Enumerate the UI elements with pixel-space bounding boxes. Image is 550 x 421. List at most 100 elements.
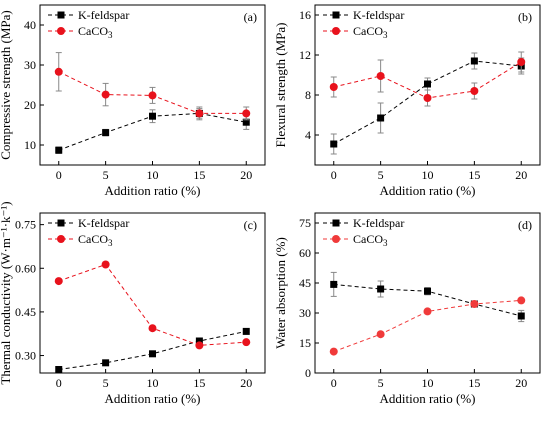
x-tick-label: 15 <box>193 376 205 390</box>
x-tick-label: 10 <box>147 376 159 390</box>
legend-label: K-feldspar <box>78 216 129 230</box>
data-point-square <box>470 57 478 65</box>
data-point-square <box>517 312 525 320</box>
x-axis-label: Addition ratio (%) <box>104 391 200 406</box>
x-axis-label: Addition ratio (%) <box>379 183 475 198</box>
legend-label-main: K-feldspar <box>78 8 129 22</box>
y-axis-label: Thermal conductivity (W·m⁻¹·k⁻¹) <box>0 201 13 384</box>
data-point-circle <box>329 83 338 91</box>
x-tick-label: 0 <box>56 376 62 390</box>
data-point-square <box>330 280 338 288</box>
panel-a: 0 5 10 15 20 10 20 30 40 Addition ratio (%) Compre… <box>0 4 266 198</box>
legend-marker-square <box>57 11 65 19</box>
data-point-circle <box>470 300 479 308</box>
data-point-circle <box>195 109 204 118</box>
panel-tag: (a) <box>244 10 257 24</box>
y-tick-label: 40 <box>24 18 36 32</box>
legend-marker-circle <box>57 27 65 35</box>
series-caco3 <box>54 260 251 350</box>
legend-label-subscript: 3 <box>108 30 113 40</box>
x-tick-label: 5 <box>378 168 384 182</box>
panel-tag: (d) <box>518 218 532 232</box>
x-tick-label: 5 <box>103 376 109 390</box>
y-tick-label: 12 <box>299 48 311 62</box>
x-axis-label: Addition ratio (%) <box>104 183 200 198</box>
x-tick-label: 10 <box>422 376 434 390</box>
y-tick-label: 16 <box>299 8 311 22</box>
y-tick-label: 0.45 <box>15 305 36 319</box>
x-axis-label: Addition ratio (%) <box>379 391 475 406</box>
legend-label-main: CaCO <box>78 24 108 38</box>
legend-label: CaCO3 <box>353 232 388 248</box>
data-point-circle <box>148 324 157 333</box>
data-point-circle <box>376 72 385 80</box>
data-point-square <box>377 114 385 122</box>
x-tick-label: 10 <box>422 168 434 182</box>
y-tick-label: 20 <box>24 98 36 112</box>
data-point-square <box>195 337 203 345</box>
legend-label: K-feldspar <box>78 8 129 22</box>
data-point-circle <box>54 277 63 286</box>
legend-label-subscript: 3 <box>383 238 388 248</box>
data-point-square <box>330 140 338 148</box>
legend-label-main: CaCO <box>353 24 383 38</box>
x-tick-label: 5 <box>103 168 109 182</box>
data-point-circle <box>101 260 110 269</box>
y-tick-label: 8 <box>305 88 311 102</box>
series-caco3 <box>54 52 251 121</box>
data-point-square <box>149 350 156 358</box>
x-tick-label: 0 <box>331 168 337 182</box>
panel-c: 0 5 10 15 20 0.30 0.45 0.60 0.75 Addition ratio (… <box>0 201 266 406</box>
legend-label-main: K-feldspar <box>353 8 404 22</box>
data-point-circle <box>101 90 110 99</box>
y-tick-label: 15 <box>299 336 311 350</box>
x-tick-label: 20 <box>515 168 527 182</box>
x-tick-label: 15 <box>193 168 205 182</box>
y-tick-label: 10 <box>24 138 36 152</box>
legend-label: K-feldspar <box>353 216 404 230</box>
y-tick-label: 4 <box>305 128 311 142</box>
data-point-circle <box>470 87 479 95</box>
legend-label: CaCO3 <box>353 24 388 40</box>
legend-entry: CaCO3 <box>323 232 388 248</box>
data-point-square <box>102 129 110 137</box>
legend-marker-circle <box>332 27 340 35</box>
data-point-square <box>102 359 110 367</box>
x-tick-label: 10 <box>147 168 159 182</box>
y-tick-label: 60 <box>299 246 311 260</box>
x-tick-label: 0 <box>331 376 337 390</box>
data-point-square <box>55 366 63 374</box>
legend-label-subscript: 3 <box>383 30 388 40</box>
x-tick-label: 15 <box>468 376 480 390</box>
y-tick-label: 0.60 <box>15 261 36 275</box>
x-tick-label: 20 <box>240 168 252 182</box>
x-tick-label: 20 <box>515 376 527 390</box>
legend-label-main: K-feldspar <box>353 216 404 230</box>
series-k-feldspar <box>55 327 250 374</box>
series-line <box>333 60 522 145</box>
y-tick-label: 45 <box>299 276 311 290</box>
x-tick-label: 5 <box>378 376 384 390</box>
data-point-circle <box>148 91 157 100</box>
data-point-circle <box>517 296 526 305</box>
legend-entry: K-feldspar <box>48 216 129 230</box>
y-tick-label: 0.30 <box>15 349 36 363</box>
legend-marker-square <box>57 219 65 227</box>
legend-marker-square <box>332 219 340 227</box>
data-point-circle <box>423 94 432 102</box>
data-point-square <box>242 118 250 126</box>
legend-label: CaCO3 <box>78 232 113 248</box>
panel-tag: (c) <box>244 218 257 232</box>
data-point-circle <box>195 341 204 350</box>
y-tick-label: 0 <box>305 366 311 380</box>
legend-label-main: CaCO <box>78 232 108 246</box>
series-caco3 <box>329 296 526 356</box>
panel-d: 0 5 10 15 20 0 15 30 45 60 75 Addition ratio (%) Wat… <box>273 212 541 406</box>
data-point-square <box>424 287 431 295</box>
legend-label-main: K-feldspar <box>78 216 129 230</box>
legend-marker-square <box>332 11 340 19</box>
y-tick-label: 30 <box>299 306 311 320</box>
legend-entry: CaCO3 <box>323 24 388 40</box>
legend-label-main: CaCO <box>353 232 383 246</box>
